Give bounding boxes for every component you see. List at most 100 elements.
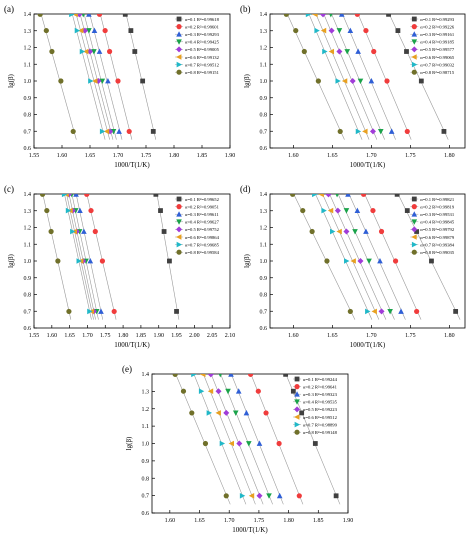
data-point-series-3 — [77, 207, 83, 213]
data-point-series-8 — [300, 207, 306, 214]
data-point-series-5 — [369, 128, 376, 135]
panel-label: (a) — [4, 4, 14, 14]
data-point-series-3 — [377, 258, 383, 264]
data-point-series-2 — [126, 128, 132, 135]
data-point-series-5 — [215, 388, 222, 395]
legend-marker — [294, 429, 300, 435]
data-point-series-1 — [299, 410, 305, 416]
data-point-series-3 — [388, 128, 395, 134]
y-tick-label: 0.9 — [260, 276, 268, 282]
data-point-series-6 — [72, 14, 78, 18]
data-point-series-5 — [87, 48, 93, 55]
x-tick-label: 1.70 — [366, 153, 377, 159]
legend-entry: α=0.3 R²=0.99323 — [303, 392, 338, 397]
legend-entry: α=0.6 R²=0.99065 — [420, 55, 455, 60]
fit-line-series-8 — [42, 194, 72, 320]
fit-line-series-8 — [286, 14, 345, 140]
x-tick-label: 1.75 — [100, 333, 111, 339]
data-point-series-1 — [128, 28, 134, 33]
data-point-series-2 — [247, 374, 254, 377]
legend-marker — [294, 384, 300, 390]
legend-marker — [176, 219, 182, 225]
y-axis-label: lg(β) — [243, 73, 251, 87]
data-point-series-1 — [158, 208, 163, 213]
data-point-series-8 — [180, 388, 187, 394]
legend-entry: α=0.8 R²=0.99151 — [185, 70, 220, 75]
y-axis-label: lg(β) — [7, 253, 15, 267]
legend-entry: α=0.1 R²=0.99652 — [185, 197, 220, 202]
fit-line-series-5 — [79, 14, 114, 140]
legend-marker — [294, 399, 300, 405]
data-point-series-7 — [355, 128, 362, 135]
y-tick-label: 1.3 — [24, 209, 32, 215]
data-point-series-3 — [243, 409, 250, 416]
data-point-series-8 — [189, 410, 195, 416]
data-point-series-3 — [235, 388, 242, 394]
data-point-series-1 — [395, 28, 401, 33]
x-tick-label: 1.75 — [405, 153, 416, 159]
data-point-series-5 — [325, 194, 332, 198]
data-point-series-8 — [315, 78, 321, 84]
legend-marker — [411, 196, 417, 202]
data-point-series-7 — [314, 27, 320, 34]
data-point-series-2 — [96, 14, 103, 17]
data-point-series-8 — [43, 27, 49, 34]
legend-marker — [411, 249, 417, 255]
legend-entry: α=0.2 R²=0.99051 — [185, 204, 220, 209]
legend-marker — [176, 61, 183, 68]
y-tick-label: 0.6 — [24, 146, 32, 152]
data-point-series-4 — [377, 129, 384, 135]
data-point-series-7 — [79, 48, 86, 55]
data-point-series-1 — [404, 49, 409, 54]
legend-entry: α=0.2 R²=0.99226 — [420, 24, 455, 29]
fit-line-series-5 — [323, 14, 378, 140]
legend-marker — [176, 46, 183, 53]
y-tick-label: 0.8 — [142, 476, 150, 482]
x-tick-label: 1.80 — [118, 333, 129, 339]
y-tick-label: 0.6 — [142, 511, 150, 517]
legend-marker — [176, 241, 183, 248]
data-point-series-8 — [172, 374, 178, 377]
fit-line-series-4 — [83, 14, 117, 140]
fit-line-series-6 — [322, 194, 380, 320]
x-tick-label: 1.90 — [343, 518, 354, 524]
legend-marker — [176, 234, 182, 240]
data-point-series-8 — [283, 14, 289, 17]
fit-line-series-6 — [75, 14, 110, 140]
data-point-series-2 — [392, 258, 399, 264]
chart-panel-2: (b) 1.60 1.65 1.70 1.75 1.80 0.6 0.7 0.8 0.9 1.0 1.… — [240, 4, 466, 169]
legend-entry: α=0.7 R²=0.99685 — [185, 242, 220, 247]
y-tick-label: 1.1 — [24, 242, 32, 248]
data-point-series-5 — [223, 409, 230, 416]
x-tick-label: 1.80 — [444, 153, 455, 159]
legend-entry: α=0.3 R²=0.99611 — [185, 212, 219, 217]
x-axis-label: 1000/T(1/K) — [114, 161, 150, 169]
fit-line-series-3 — [75, 194, 104, 320]
data-point-series-4 — [225, 388, 231, 395]
y-tick-label: 0.7 — [260, 309, 268, 315]
data-point-series-4 — [232, 410, 239, 416]
y-tick-label: 1.3 — [260, 209, 268, 215]
data-point-series-4 — [99, 78, 106, 84]
y-tick-label: 0.7 — [142, 494, 150, 500]
data-point-series-7 — [61, 194, 68, 198]
legend-entry: α=0.4 R²=0.99627 — [185, 220, 220, 225]
y-axis-label: lg(β) — [243, 253, 251, 267]
data-point-series-3 — [73, 194, 79, 197]
legend-entry: α=0.4 R²=0.99185 — [420, 40, 455, 45]
fit-line-series-1 — [156, 194, 180, 320]
data-point-series-1 — [140, 78, 146, 84]
data-point-series-7 — [219, 440, 226, 447]
data-point-series-8 — [49, 48, 55, 55]
data-point-series-4 — [366, 258, 372, 264]
x-axis-label: 1000/T(1/K) — [350, 341, 386, 349]
data-point-series-6 — [248, 492, 255, 499]
fit-line-series-4 — [331, 14, 385, 140]
y-tick-label: 0.9 — [260, 96, 268, 102]
data-point-series-6 — [207, 388, 214, 395]
data-point-series-1 — [290, 388, 296, 394]
fit-line-series-8 — [293, 194, 356, 320]
data-point-series-6 — [327, 207, 334, 214]
legend-entry: α=0.2 R²=0.99641 — [303, 384, 338, 389]
